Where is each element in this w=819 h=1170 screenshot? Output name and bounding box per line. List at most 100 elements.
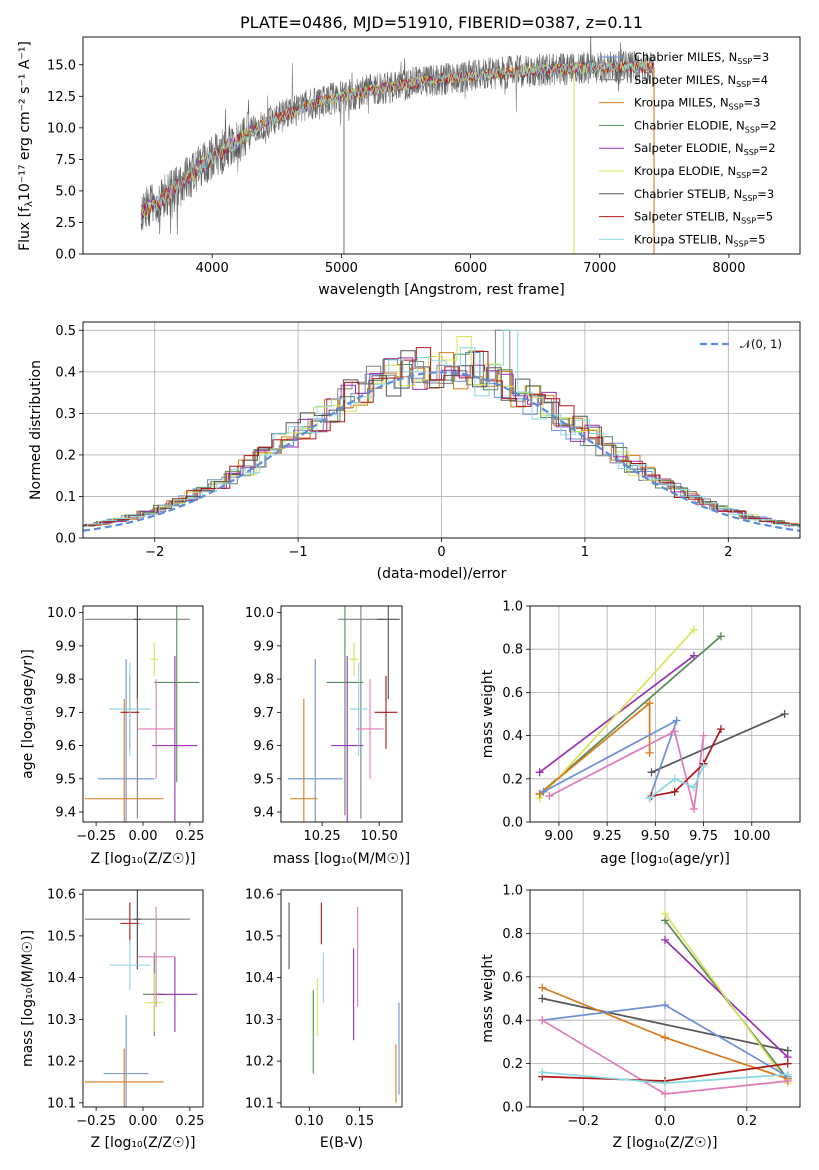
errorbar-group [288, 902, 400, 1103]
weight-point-marker [661, 1001, 669, 1010]
legend-label-tail: =3 [744, 96, 761, 110]
histogram-group [83, 329, 800, 532]
y-axis-label: mass weight [480, 669, 496, 758]
weight-series-line [542, 997, 788, 1052]
legend-label: Chabrier STELIB, NSSP=3 [634, 187, 774, 203]
y-label-main: Flux [f [17, 206, 33, 251]
y-tick-label: 0.2 [55, 448, 76, 463]
legend-label-main: Chabrier STELIB, N [634, 187, 742, 201]
weight-point-marker [661, 1079, 669, 1088]
legend-label: 𝒩(0, 1) [740, 337, 782, 351]
weight-point-marker [647, 768, 656, 777]
x-tick-label: 0 [437, 545, 445, 560]
x-tick-label: 8000 [712, 261, 745, 276]
legend-label-main: Salpeter MILES, N [634, 73, 736, 87]
legend-label-main: Kroupa STELIB, N [634, 232, 734, 246]
y-tick-label: 15.0 [47, 58, 76, 73]
y-axis-label: Normed distribution [28, 360, 44, 500]
x-tick-label: 0.15 [345, 1114, 374, 1129]
y-axis-label: mass [log₁₀(M/M☉)] [20, 930, 36, 1067]
y-tick-label: 0.6 [502, 970, 523, 985]
y-tick-label: 0.2 [502, 1057, 523, 1072]
axes-frame [280, 605, 403, 823]
legend-label-main: Chabrier ELODIE, N [634, 118, 745, 132]
y-tick-label: 0.2 [502, 772, 523, 787]
axes-frame [82, 889, 204, 1108]
legend-label: Salpeter STELIB, NSSP=5 [634, 210, 773, 226]
y-tick-label: 10.0 [245, 606, 274, 621]
x-tick-label: 0.25 [175, 829, 204, 844]
weight-series-line [548, 730, 705, 810]
weight-point-marker [538, 1068, 547, 1077]
y-tick-label: 0.4 [55, 365, 76, 380]
legend-label-main: Kroupa ELODIE, N [634, 164, 736, 178]
x-axis-label: Z [log₁₀(Z/Z☉)] [91, 1135, 196, 1151]
legend-label-tail: =5 [749, 232, 766, 246]
weight-point-marker [661, 935, 669, 944]
legend-label-sub: SSP [736, 80, 751, 89]
x-axis-label: age [log₁₀(age/yr)] [600, 851, 730, 867]
weight-point-marker [699, 761, 708, 770]
histogram-series [83, 352, 800, 527]
weight-point-marker [661, 1089, 669, 1098]
weight-point-marker [535, 768, 544, 777]
x-tick-label: 0.00 [129, 1114, 158, 1129]
y-tick-label: 10.3 [47, 1013, 76, 1028]
y-tick-label: 2.5 [55, 216, 76, 231]
weight-point-marker [538, 983, 547, 992]
legend-label-sub: SSP [729, 103, 744, 112]
y-tick-label: 10.2 [245, 1055, 274, 1070]
y-tick-label: 5.0 [55, 184, 76, 199]
y-tick-label: 0.6 [502, 686, 523, 701]
weight-point-marker [538, 1016, 547, 1025]
histogram-series [83, 329, 800, 527]
y-tick-label: 9.5 [55, 772, 76, 787]
x-tick-label: 9.75 [689, 829, 718, 844]
weight-series-line [539, 635, 722, 795]
y-tick-label: 10.1 [245, 1096, 274, 1111]
y-tick-label: 7.5 [55, 153, 76, 168]
legend-label: Chabrier MILES, NSSP=3 [634, 50, 769, 66]
y-tick-label: 12.5 [47, 90, 76, 105]
weight-lines [535, 625, 789, 814]
y-tick-label: 10.6 [47, 888, 76, 903]
weight-point-marker [689, 805, 698, 814]
weight-point-marker [539, 787, 548, 796]
y-tick-label: 9.9 [253, 639, 274, 654]
y-label-tail: 10⁻¹⁷ erg cm⁻² s⁻¹ A⁻¹] [17, 41, 33, 201]
x-tick-label: −0.25 [76, 1114, 116, 1129]
weight-point-marker [670, 774, 679, 783]
weight-point-marker [538, 994, 547, 1003]
errorbar-group [287, 606, 400, 822]
y-tick-label: 9.6 [253, 739, 274, 754]
x-axis-label: wavelength [Angstrom, rest frame] [318, 282, 564, 298]
legend-label-main: Salpeter ELODIE, N [634, 141, 744, 155]
x-axis-label: (data-model)/error [377, 566, 507, 582]
legend-label: Kroupa MILES, NSSP=3 [634, 96, 760, 112]
errorbar-group [84, 606, 200, 822]
weight-point-marker [670, 727, 679, 736]
y-tick-label: 10.4 [245, 971, 274, 986]
y-tick-label: 9.4 [253, 806, 274, 821]
legend-label-sub: SSP [745, 125, 760, 134]
legend-label-sub: SSP [736, 171, 751, 180]
weight-point-marker [645, 748, 654, 757]
x-tick-label: 5000 [325, 261, 358, 276]
y-tick-label: 9.7 [253, 706, 274, 721]
x-axis-label: mass [log₁₀(M/M☉)] [273, 851, 410, 867]
legend-label: Salpeter ELODIE, NSSP=2 [634, 141, 776, 157]
legend-label-sub: SSP [737, 57, 752, 66]
weight-series-line [651, 728, 722, 797]
legend-label-tail: =2 [760, 118, 777, 132]
x-tick-label: 9.00 [544, 829, 573, 844]
y-axis-label: age [log₁₀(age/yr)] [20, 649, 36, 779]
x-tick-label: −0.2 [567, 1114, 599, 1129]
x-tick-label: −2 [145, 545, 164, 560]
x-tick-label: 0.00 [129, 829, 158, 844]
x-tick-label: 2 [724, 545, 732, 560]
x-tick-label: 0.0 [655, 1114, 676, 1129]
legend-label-tail: =2 [751, 164, 768, 178]
weight-point-marker [645, 699, 654, 708]
x-tick-label: −1 [289, 545, 308, 560]
